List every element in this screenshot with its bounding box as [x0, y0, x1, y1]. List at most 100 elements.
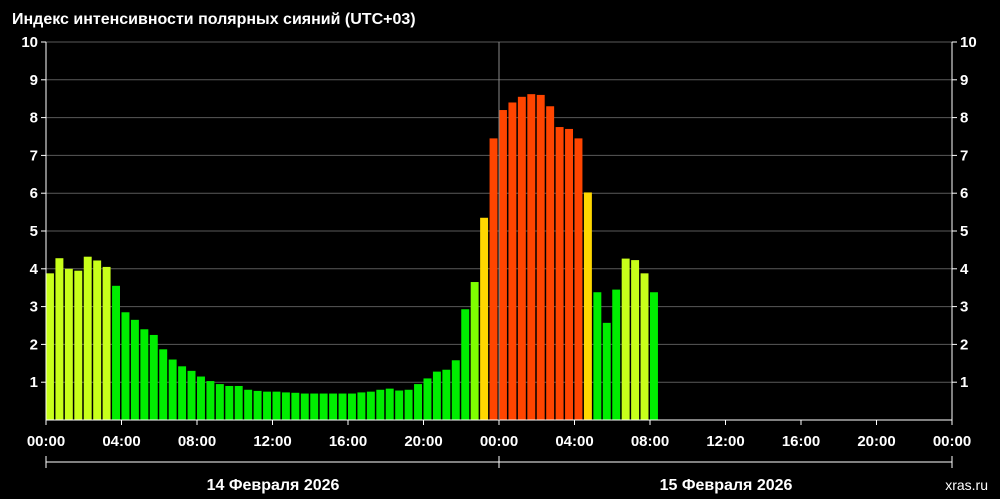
bar-series — [46, 94, 658, 421]
x-tick-label: 04:00 — [555, 433, 593, 450]
bar — [395, 390, 404, 420]
bar — [130, 319, 139, 420]
bar — [244, 389, 253, 420]
date-axis: 14 Февраля 2026 15 Февраля 2026 — [207, 477, 793, 494]
x-tick-label: 08:00 — [631, 433, 669, 450]
bar — [602, 322, 611, 420]
bar — [206, 381, 215, 420]
bar — [319, 393, 328, 420]
bar — [300, 393, 309, 420]
bar — [480, 217, 489, 420]
bar — [442, 369, 451, 420]
y-tick-label: 9 — [960, 72, 968, 89]
bar — [348, 393, 356, 420]
bar — [451, 360, 460, 420]
bar — [83, 256, 92, 420]
bar — [338, 393, 347, 420]
y-tick-label: 10 — [21, 34, 38, 51]
bar — [272, 391, 281, 420]
x-tick-label: 20:00 — [404, 433, 442, 450]
bar — [376, 389, 385, 420]
y-tick-label: 2 — [960, 336, 968, 353]
bar — [74, 270, 83, 420]
y-tick-label: 1 — [960, 374, 968, 391]
y-tick-label: 5 — [30, 223, 38, 240]
x-tick-label: 00:00 — [27, 433, 65, 450]
bar — [46, 273, 54, 420]
x-tick-label: 12:00 — [706, 433, 744, 450]
bar — [310, 393, 319, 420]
bar — [385, 388, 394, 420]
y-axis-right: 1 2 3 4 5 6 7 8 9 10 — [952, 34, 977, 391]
bar — [197, 376, 205, 420]
y-axis-left: 1 2 3 4 5 6 7 8 9 10 — [21, 34, 46, 391]
bar — [112, 285, 120, 420]
bar — [517, 96, 526, 420]
bar — [432, 371, 441, 420]
bar — [187, 370, 196, 420]
watermark: xras.ru — [945, 477, 988, 493]
bar — [489, 138, 498, 420]
bar — [470, 282, 479, 420]
y-tick-label: 3 — [960, 299, 968, 316]
bar — [640, 273, 649, 420]
bar — [536, 94, 545, 421]
x-tick-label: 00:00 — [933, 433, 971, 450]
bar — [612, 289, 621, 420]
bar — [583, 192, 592, 420]
y-tick-label: 2 — [30, 336, 38, 353]
y-tick-label: 10 — [960, 34, 977, 51]
bar — [593, 292, 602, 420]
y-tick-label: 7 — [960, 147, 968, 164]
bar — [178, 366, 187, 420]
bar — [414, 384, 422, 420]
bar — [281, 392, 290, 420]
y-tick-label: 6 — [960, 185, 968, 202]
bar — [508, 102, 517, 420]
bar — [461, 309, 470, 420]
x-tick-label: 16:00 — [329, 433, 367, 450]
bar — [499, 110, 507, 420]
y-tick-label: 4 — [960, 261, 969, 278]
bar — [555, 127, 564, 421]
x-tick-label: 00:00 — [480, 433, 518, 450]
y-tick-label: 7 — [30, 147, 38, 164]
bar — [546, 106, 555, 420]
bar — [234, 385, 243, 420]
x-axis: 00:00 04:00 08:00 12:00 16:00 20:00 00:00 04:00… — [27, 420, 971, 450]
y-tick-label: 1 — [30, 374, 38, 391]
bar — [650, 292, 658, 420]
bar — [253, 390, 262, 420]
y-tick-label: 8 — [960, 110, 968, 127]
bar — [263, 391, 271, 420]
bar — [159, 349, 168, 420]
bar — [357, 392, 366, 420]
chart-title: Индекс интенсивности полярных сияний (UT… — [12, 11, 416, 28]
bar — [527, 94, 536, 420]
bar — [168, 359, 177, 420]
bar — [149, 334, 158, 420]
date-label-day-1: 14 Февраля 2026 — [207, 477, 340, 494]
y-tick-label: 6 — [30, 185, 38, 202]
bar — [404, 389, 413, 420]
bar — [93, 260, 102, 420]
bar — [64, 268, 73, 420]
bar — [329, 393, 338, 420]
y-tick-label: 8 — [30, 110, 38, 127]
bar — [215, 384, 224, 420]
x-tick-label: 08:00 — [178, 433, 216, 450]
bar — [423, 378, 432, 420]
bar — [631, 260, 640, 420]
bar — [225, 385, 234, 420]
y-tick-label: 3 — [30, 299, 38, 316]
x-tick-label: 04:00 — [102, 433, 140, 450]
bar — [565, 128, 573, 420]
x-tick-label: 12:00 — [253, 433, 291, 450]
bar — [291, 392, 300, 420]
bar — [574, 138, 583, 420]
y-tick-label: 9 — [30, 72, 38, 89]
y-tick-label: 5 — [960, 223, 968, 240]
bar — [366, 391, 375, 420]
y-tick-label: 4 — [30, 261, 39, 278]
